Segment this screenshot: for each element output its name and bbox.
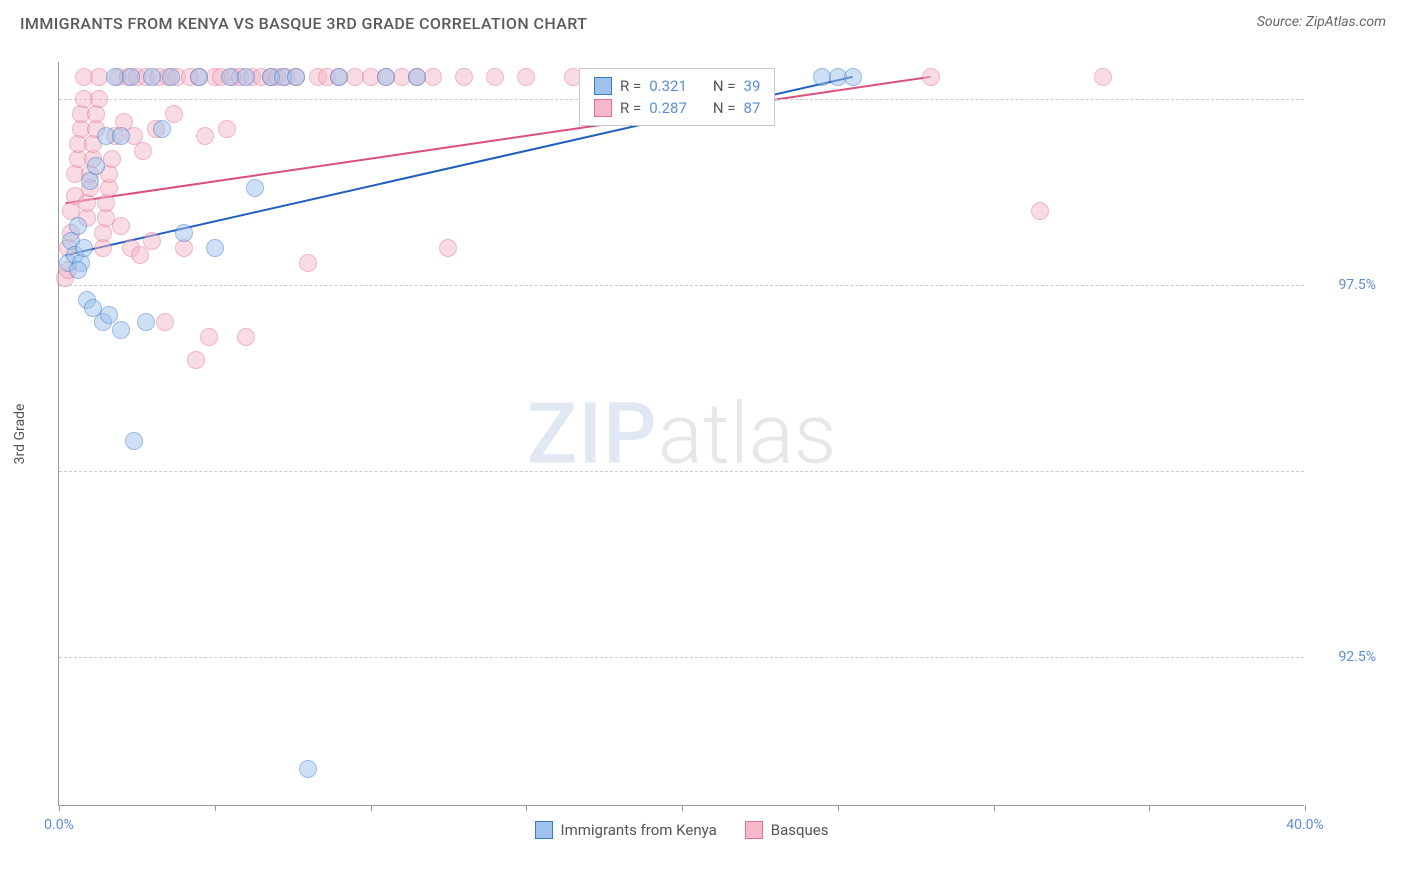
- data-point: [206, 239, 224, 257]
- x-tick: [1149, 805, 1150, 811]
- x-tick: [526, 805, 527, 811]
- data-point: [87, 157, 105, 175]
- data-point: [218, 120, 236, 138]
- data-point: [125, 432, 143, 450]
- swatch-kenenenya: [594, 77, 612, 95]
- data-point: [486, 68, 504, 86]
- data-point: [69, 261, 87, 279]
- data-point: [134, 142, 152, 160]
- data-point: [299, 760, 317, 778]
- data-point: [143, 232, 161, 250]
- chart-title: IMMIGRANTS FROM KENYA VS BASQUE 3RD GRAD…: [20, 14, 587, 33]
- data-point: [1094, 68, 1112, 86]
- gridline: [59, 657, 1304, 658]
- data-point: [162, 68, 180, 86]
- data-point: [190, 68, 208, 86]
- gridline: [59, 471, 1304, 472]
- data-point: [153, 120, 171, 138]
- x-tick-label: 40.0%: [1286, 817, 1324, 833]
- y-tick-label: 92.5%: [1312, 649, 1376, 665]
- data-point: [424, 68, 442, 86]
- data-point: [922, 68, 940, 86]
- x-tick: [215, 805, 216, 811]
- data-point: [143, 68, 161, 86]
- data-point: [455, 68, 473, 86]
- x-tick: [994, 805, 995, 811]
- data-point: [200, 328, 218, 346]
- data-point: [287, 68, 305, 86]
- data-point: [75, 239, 93, 257]
- stats-box: R = 0.321 N = 39 R = 0.287 N = 87: [579, 68, 775, 126]
- plot-area: ZIPatlas Immigrants from Kenya Basques 9…: [58, 62, 1304, 806]
- data-point: [246, 179, 264, 197]
- data-point: [377, 68, 395, 86]
- trend-lines-svg: [59, 62, 1304, 805]
- x-tick-label: 0.0%: [44, 817, 74, 833]
- data-point: [1031, 202, 1049, 220]
- n-value-basques: 87: [744, 99, 761, 117]
- data-point: [408, 68, 426, 86]
- plot-container: ZIPatlas Immigrants from Kenya Basques 9…: [58, 62, 1376, 806]
- r-value-kenya: 0.321: [649, 77, 687, 95]
- x-tick: [59, 805, 60, 811]
- data-point: [90, 90, 108, 108]
- bottom-legend: Immigrants from Kenya Basques: [535, 821, 829, 839]
- data-point: [237, 328, 255, 346]
- data-point: [237, 68, 255, 86]
- data-point: [112, 321, 130, 339]
- y-axis-title: 3rd Grade: [12, 404, 28, 465]
- data-point: [131, 246, 149, 264]
- x-tick: [838, 805, 839, 811]
- trend-line: [66, 77, 931, 203]
- r-value-basques: 0.287: [649, 99, 687, 117]
- legend-item-kenya: Immigrants from Kenya: [535, 821, 717, 839]
- data-point: [299, 254, 317, 272]
- data-point: [196, 127, 214, 145]
- data-point: [69, 217, 87, 235]
- data-point: [122, 68, 140, 86]
- data-point: [187, 351, 205, 369]
- n-value-kenya: 39: [744, 77, 761, 95]
- stats-row-basques: R = 0.287 N = 87: [594, 97, 760, 119]
- data-point: [137, 313, 155, 331]
- data-point: [330, 68, 348, 86]
- watermark-atlas: atlas: [658, 384, 837, 483]
- n-label: N =: [713, 99, 736, 117]
- legend-label-kenya: Immigrants from Kenya: [561, 821, 717, 839]
- legend-swatch-kenya: [535, 821, 553, 839]
- data-point: [103, 150, 121, 168]
- x-tick: [371, 805, 372, 811]
- stats-row-kenya: R = 0.321 N = 39: [594, 75, 760, 97]
- swatch-basques: [594, 99, 612, 117]
- data-point: [844, 68, 862, 86]
- r-label: R =: [620, 99, 641, 117]
- legend-swatch-basques: [745, 821, 763, 839]
- legend-item-basques: Basques: [745, 821, 829, 839]
- data-point: [175, 224, 193, 242]
- data-point: [517, 68, 535, 86]
- source-label: Source: ZipAtlas.com: [1257, 14, 1386, 30]
- data-point: [439, 239, 457, 257]
- data-point: [112, 217, 130, 235]
- x-tick: [682, 805, 683, 811]
- gridline: [59, 285, 1304, 286]
- watermark: ZIPatlas: [527, 384, 837, 483]
- data-point: [112, 127, 130, 145]
- r-label: R =: [620, 77, 641, 95]
- watermark-zip: ZIP: [527, 384, 658, 483]
- x-tick: [1305, 805, 1306, 811]
- y-tick-label: 97.5%: [1312, 277, 1376, 293]
- n-label: N =: [713, 77, 736, 95]
- data-point: [156, 313, 174, 331]
- data-point: [165, 105, 183, 123]
- legend-label-basques: Basques: [771, 821, 829, 839]
- data-point: [100, 306, 118, 324]
